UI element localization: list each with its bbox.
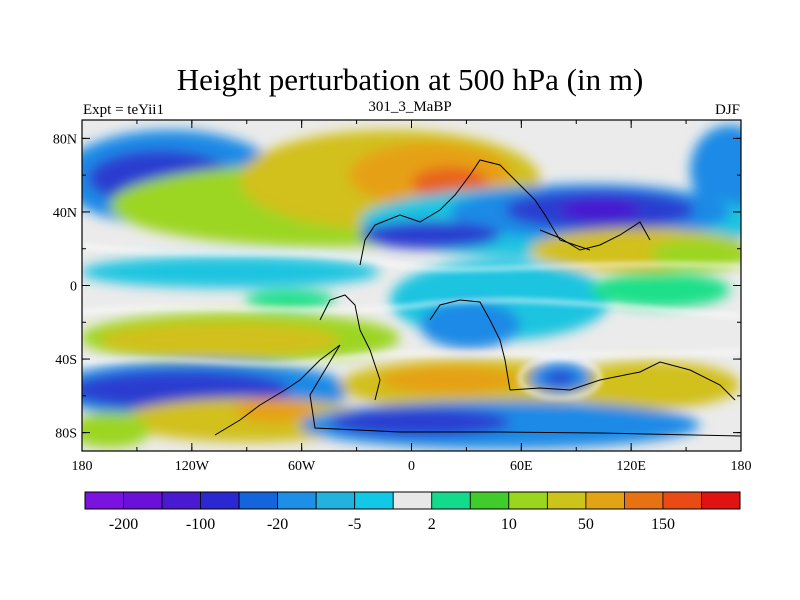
lon-tick-label: 0 — [408, 459, 415, 474]
coastline-south-america — [319, 294, 381, 401]
colorbar-swatch — [123, 491, 163, 510]
colorbar-label: 2 — [428, 516, 436, 533]
coastline-australia — [509, 361, 736, 401]
neg-tropical-east-core — [420, 301, 520, 349]
lat-tick-label: 80S — [55, 427, 77, 442]
neg-sh-ring-core — [545, 371, 575, 385]
zero-ring — [518, 356, 602, 400]
colorbar-label: -200 — [109, 516, 138, 533]
neg-tropical-west — [82, 256, 380, 288]
colorbar — [84, 491, 741, 510]
run-label: 301_3_MaBP — [368, 99, 451, 115]
lat-tick-label: 40N — [53, 206, 77, 221]
lon-tick-label: 60E — [510, 459, 533, 474]
neg-band-mid-core — [560, 199, 640, 221]
colorbar-swatch — [161, 491, 201, 510]
season-label: DJF — [715, 102, 740, 118]
lat-tick-label: 80N — [53, 132, 77, 147]
neg-region-ne — [690, 125, 741, 215]
contour-field — [82, 120, 741, 451]
colorbar-swatch — [315, 491, 356, 510]
colorbar-swatch — [238, 491, 279, 510]
lat-tick-label: 0 — [70, 280, 77, 295]
colorbar-swatch — [469, 491, 510, 510]
pos-sh-central-hot — [380, 366, 520, 394]
lon-tick-label: 60W — [288, 459, 316, 474]
coastline-africa — [429, 299, 511, 391]
colorbar-swatch — [200, 491, 240, 510]
colorbar-label: -20 — [267, 516, 288, 533]
colorbar-swatch — [392, 491, 433, 510]
colorbar-swatch — [701, 491, 741, 510]
experiment-label: Expt = teYii1 — [83, 102, 164, 118]
zero-line-1 — [82, 244, 741, 271]
colorbar-labels: -200 -100 -20 -5 2 10 50 150 — [109, 516, 675, 533]
colorbar-swatch — [508, 491, 548, 510]
colorbar-swatch — [662, 491, 702, 510]
neg-sh-highlat-east-core — [330, 408, 510, 436]
lon-axis: 180 120W 60W 0 60E 120E 180 — [72, 120, 752, 474]
colorbar-label: 150 — [651, 516, 675, 533]
lat-tick-label: 40S — [55, 353, 77, 368]
pos-sh-highlat-west-hot — [235, 398, 315, 422]
colorbar-swatch — [546, 491, 587, 510]
colorbar-swatch — [585, 491, 625, 510]
map-title: Height perturbation at 500 hPa (in m) — [177, 62, 644, 97]
pos-sh-west — [100, 322, 340, 358]
pos-tropical-east-green — [590, 272, 730, 308]
colorbar-label: -5 — [348, 516, 361, 533]
neg-band-atlantic — [360, 221, 500, 249]
colorbar-frame — [84, 491, 741, 510]
lon-tick-label: 180 — [72, 459, 93, 474]
colorbar-swatch — [84, 491, 124, 510]
colorbar-swatch — [277, 491, 317, 510]
colorbar-label: 50 — [578, 516, 594, 533]
lon-tick-label: 120W — [175, 459, 210, 474]
colorbar-label: 10 — [501, 516, 517, 533]
coastline-antarctica — [214, 344, 741, 437]
coastline-asia — [539, 221, 651, 251]
coastline-north-america — [359, 159, 591, 266]
lon-tick-label: 180 — [731, 459, 752, 474]
lon-tick-label: 120E — [616, 459, 646, 474]
pos-sh-lowleft — [82, 412, 150, 448]
zero-line-3 — [82, 350, 741, 366]
colorbar-swatch — [354, 491, 394, 510]
pos-tropical-green — [245, 290, 335, 310]
zero-line-2 — [82, 298, 741, 318]
colorbar-label: -100 — [186, 516, 215, 533]
colorbar-swatch — [431, 491, 471, 510]
lat-axis: 80N 40N 0 40S 80S — [53, 132, 741, 442]
colorbar-swatch — [624, 491, 664, 510]
